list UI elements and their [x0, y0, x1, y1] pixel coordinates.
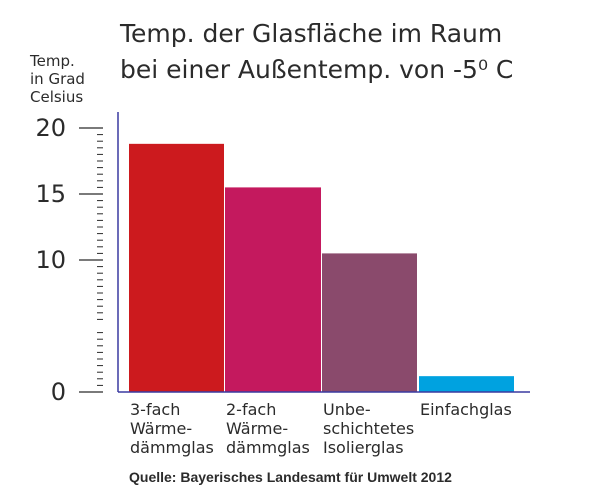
category-label-line: 3-fach — [130, 400, 180, 419]
y-axis-tick-labels: 20 15 10 0 — [35, 114, 66, 406]
y-axis-label-line: Celsius — [30, 88, 83, 106]
chart-subtitle: bei einer Außentemp. von -5⁰ C — [120, 55, 513, 84]
category-label-line: Unbe- — [323, 400, 371, 419]
y-tick-label: 0 — [51, 378, 66, 406]
y-axis-label-line: Temp. — [29, 52, 75, 70]
category-label-line: dämmglas — [226, 438, 310, 457]
y-axis-major-ticks — [79, 127, 103, 393]
bar — [129, 143, 224, 392]
category-label-line: Wärme- — [130, 419, 192, 438]
chart-title: Temp. der Glasfläche im Raum — [119, 19, 502, 48]
y-axis-label-line: in Grad — [30, 70, 85, 88]
y-tick-label: 10 — [35, 246, 66, 274]
category-label-line: dämmglas — [130, 438, 214, 457]
category-labels: 3-fachWärme-dämmglas2-fachWärme-dämmglas… — [130, 400, 512, 457]
category-label-line: Wärme- — [226, 419, 288, 438]
bars — [129, 143, 514, 392]
category-label-line: schichtetes — [323, 419, 414, 438]
category-label-line: Isolierglas — [323, 438, 404, 457]
y-tick-label: 20 — [35, 114, 66, 142]
category-label-line: 2-fach — [226, 400, 276, 419]
bar — [322, 253, 417, 392]
y-axis-minor-ticks — [97, 134, 103, 386]
bar — [419, 376, 514, 392]
y-tick-label: 15 — [35, 180, 66, 208]
category-label-line: Einfachglas — [420, 400, 512, 419]
source-note: Quelle: Bayerisches Landesamt für Umwelt… — [129, 469, 452, 485]
bar — [225, 187, 321, 392]
